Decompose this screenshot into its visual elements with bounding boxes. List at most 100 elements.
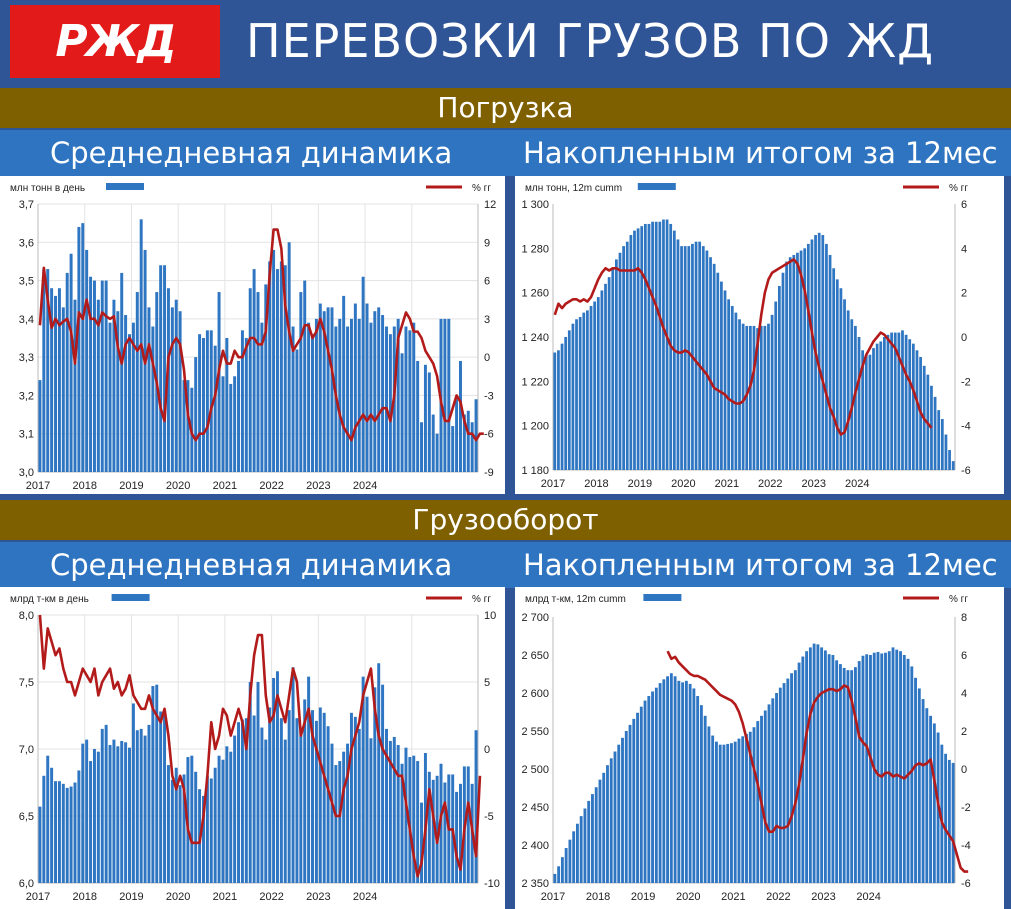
x-tick-label: 2021 <box>213 480 237 492</box>
legend-bar-swatch <box>637 183 676 190</box>
bar <box>553 873 557 883</box>
bar <box>314 318 318 472</box>
bar <box>431 414 435 472</box>
bar <box>891 647 895 883</box>
x-tick-label: 2021 <box>715 478 739 490</box>
bar <box>651 221 654 470</box>
bar <box>50 288 54 472</box>
bar <box>217 755 221 883</box>
y-tick-label: 1 240 <box>521 332 549 344</box>
y2-tick-label: -6 <box>484 429 494 441</box>
bar <box>609 758 613 883</box>
bar <box>291 326 295 472</box>
bar <box>636 228 640 470</box>
bar <box>291 667 295 883</box>
bar <box>752 325 756 470</box>
bar <box>741 736 745 883</box>
bar <box>420 802 424 883</box>
bar <box>225 746 229 883</box>
bar <box>827 654 831 883</box>
chart-turnover-daily: 6,0 6,5 7,0 7,5 8,0 -10 -5 0 5 10 2017 2018 2019 2020… <box>10 594 500 903</box>
y-tick-label: 1 300 <box>521 199 549 211</box>
bar <box>846 670 850 883</box>
x-tick-label: 2021 <box>213 891 237 903</box>
bar <box>748 731 752 883</box>
bar <box>879 341 883 470</box>
bar <box>50 767 54 883</box>
bar <box>311 710 314 883</box>
bar <box>733 741 737 883</box>
bar <box>666 676 670 883</box>
bar <box>662 219 665 470</box>
bar <box>560 343 564 470</box>
bar <box>940 419 944 470</box>
y-tick-label: 3,3 <box>19 352 34 364</box>
bar <box>244 718 248 883</box>
bar <box>120 740 124 883</box>
bar <box>54 781 57 883</box>
bar <box>737 738 741 883</box>
bar <box>139 728 143 883</box>
bar <box>361 276 365 472</box>
bar <box>557 866 561 883</box>
bar <box>124 315 128 472</box>
y-tick-label: 2 500 <box>521 764 549 776</box>
bar <box>73 782 77 883</box>
bar <box>808 647 812 883</box>
bar <box>311 334 314 472</box>
bar <box>741 323 745 470</box>
bar <box>613 751 617 883</box>
x-tick-label: 2019 <box>119 480 143 492</box>
bar <box>116 746 120 883</box>
bar <box>803 248 807 470</box>
bar <box>611 268 615 470</box>
bar <box>553 352 557 470</box>
bar <box>790 673 793 883</box>
bar <box>202 338 205 472</box>
x-tick-label: 2023 <box>306 891 330 903</box>
y2-tick-label: 8 <box>961 612 967 624</box>
x-tick-label: 2022 <box>259 891 283 903</box>
bar <box>587 800 591 883</box>
bar <box>861 350 865 470</box>
bar <box>205 775 209 883</box>
bar <box>174 767 178 883</box>
bar <box>598 779 602 883</box>
y-tick-label: 2 400 <box>521 840 549 852</box>
bar <box>346 326 350 472</box>
bar <box>615 259 618 470</box>
y-tick-label: 2 450 <box>521 802 549 814</box>
legend-bar-swatch <box>106 183 144 190</box>
x-tick-label: 2017 <box>541 891 565 903</box>
bar <box>205 330 209 472</box>
bar <box>801 656 805 883</box>
bar <box>283 739 287 883</box>
bar <box>810 239 814 470</box>
bar <box>373 687 377 883</box>
bar <box>720 281 723 470</box>
y2-tick-label: 0 <box>484 352 490 364</box>
bar <box>932 723 936 883</box>
bar <box>213 345 217 472</box>
bar <box>182 380 186 472</box>
logo-text: РЖД <box>55 16 176 67</box>
bar <box>560 857 564 883</box>
bar <box>443 782 447 883</box>
bar <box>427 372 431 472</box>
bar <box>412 755 416 883</box>
bar <box>163 265 167 472</box>
bar <box>925 708 929 883</box>
bar <box>295 349 299 472</box>
bar <box>669 673 673 883</box>
bar <box>793 670 797 883</box>
bar <box>470 422 474 472</box>
bar <box>658 221 662 470</box>
bar <box>723 290 727 470</box>
bar <box>607 277 611 470</box>
bar <box>857 661 861 883</box>
yoy-line <box>38 228 484 442</box>
bar <box>651 691 654 883</box>
y-tick-label: 2 350 <box>521 878 549 890</box>
y-tick-label: 3,7 <box>19 199 34 211</box>
bar <box>369 738 373 883</box>
